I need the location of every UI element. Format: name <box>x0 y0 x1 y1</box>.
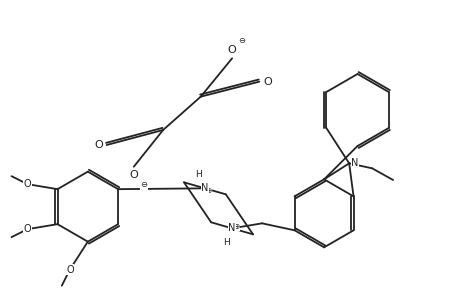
Text: O: O <box>227 45 236 55</box>
Text: ⊕: ⊕ <box>205 186 212 195</box>
Text: O: O <box>129 170 138 180</box>
Text: ⊖: ⊖ <box>238 36 245 45</box>
Text: N: N <box>351 158 358 168</box>
Text: O: O <box>24 224 31 234</box>
Text: ⊖: ⊖ <box>140 180 147 189</box>
Text: N: N <box>201 183 208 193</box>
Text: N: N <box>228 223 235 233</box>
Text: O: O <box>263 77 271 87</box>
Text: H: H <box>222 238 229 247</box>
Text: O: O <box>66 265 73 275</box>
Text: O: O <box>94 140 103 150</box>
Text: H: H <box>195 170 202 179</box>
Text: ⊕: ⊕ <box>232 222 239 231</box>
Text: O: O <box>24 179 31 189</box>
